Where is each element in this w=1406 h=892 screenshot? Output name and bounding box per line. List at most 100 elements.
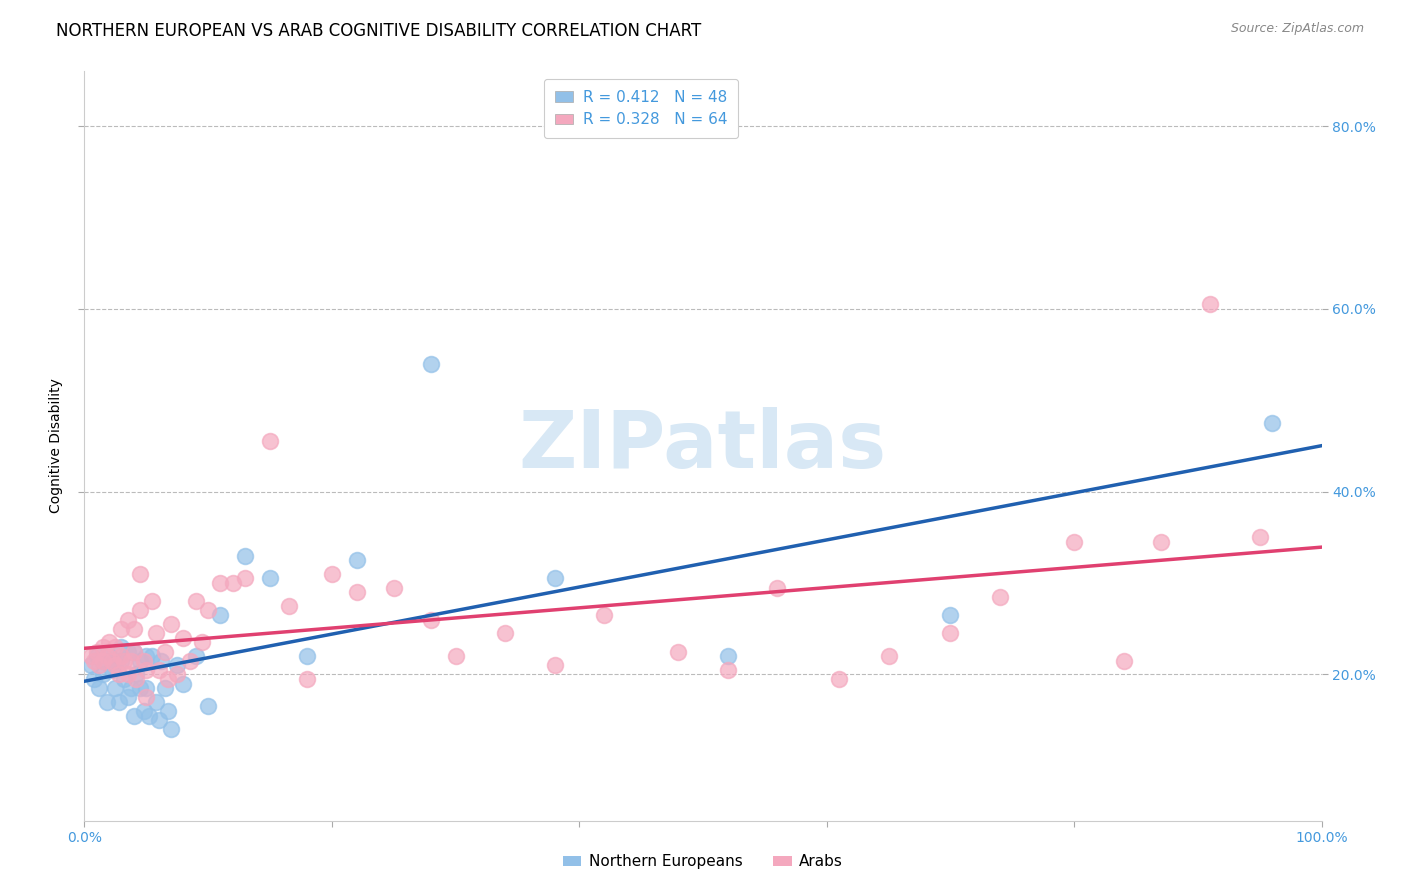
Point <box>145 695 167 709</box>
Point <box>104 681 127 695</box>
Point <box>98 649 121 664</box>
Point <box>157 704 180 718</box>
Point <box>543 658 565 673</box>
Point <box>259 434 281 449</box>
Point <box>125 672 148 686</box>
Point <box>104 654 127 668</box>
Point <box>104 658 127 673</box>
Point <box>160 723 183 737</box>
Point <box>110 622 132 636</box>
Point <box>259 572 281 586</box>
Point <box>1112 654 1135 668</box>
Point <box>91 654 114 668</box>
Point <box>129 566 152 581</box>
Point <box>666 644 689 658</box>
Point <box>717 649 740 664</box>
Point <box>179 654 201 668</box>
Point <box>191 635 214 649</box>
Point <box>277 599 299 613</box>
Point <box>110 649 132 664</box>
Point <box>160 617 183 632</box>
Point <box>100 654 122 668</box>
Point <box>828 672 851 686</box>
Point <box>129 654 152 668</box>
Point <box>295 672 318 686</box>
Point <box>166 667 188 681</box>
Point <box>122 644 145 658</box>
Point <box>166 658 188 673</box>
Point <box>222 576 245 591</box>
Point <box>83 672 105 686</box>
Point <box>117 667 139 681</box>
Legend: R = 0.412   N = 48, R = 0.328   N = 64: R = 0.412 N = 48, R = 0.328 N = 64 <box>544 79 738 138</box>
Point <box>877 649 900 664</box>
Point <box>135 690 157 705</box>
Point <box>89 681 111 695</box>
Point <box>79 649 101 664</box>
Point <box>135 681 157 695</box>
Point <box>141 649 163 664</box>
Text: ZIPatlas: ZIPatlas <box>519 407 887 485</box>
Point <box>148 713 170 727</box>
Point <box>122 708 145 723</box>
Legend: Northern Europeans, Arabs: Northern Europeans, Arabs <box>557 848 849 875</box>
Point <box>110 654 132 668</box>
Point <box>494 626 516 640</box>
Point <box>91 654 114 668</box>
Point <box>96 649 118 664</box>
Point <box>108 695 131 709</box>
Point <box>1199 297 1222 311</box>
Point <box>98 635 121 649</box>
Point <box>145 626 167 640</box>
Point <box>197 699 219 714</box>
Point <box>172 676 194 690</box>
Point <box>184 594 207 608</box>
Point <box>132 704 155 718</box>
Point <box>129 681 152 695</box>
Point <box>141 594 163 608</box>
Point <box>209 608 232 623</box>
Point <box>132 654 155 668</box>
Point <box>122 622 145 636</box>
Point <box>108 667 131 681</box>
Point <box>988 590 1011 604</box>
Point <box>939 608 962 623</box>
Point <box>86 644 108 658</box>
Point <box>197 603 219 617</box>
Point <box>79 658 101 673</box>
Point <box>117 613 139 627</box>
Point <box>117 644 139 658</box>
Point <box>135 663 157 677</box>
Point <box>89 658 111 673</box>
Point <box>110 640 132 654</box>
Point <box>138 708 160 723</box>
Point <box>172 631 194 645</box>
Point <box>120 681 142 695</box>
Point <box>1150 535 1173 549</box>
Point <box>1063 535 1085 549</box>
Point <box>346 553 368 567</box>
Point <box>91 640 114 654</box>
Point <box>184 649 207 664</box>
Point <box>157 672 180 686</box>
Point <box>122 644 145 658</box>
Point <box>419 357 441 371</box>
Point <box>766 581 789 595</box>
Point <box>150 654 173 668</box>
Point <box>86 649 108 664</box>
Point <box>148 663 170 677</box>
Point <box>100 663 122 677</box>
Point <box>112 654 135 668</box>
Point <box>1261 416 1284 430</box>
Point <box>153 681 176 695</box>
Point <box>295 649 318 664</box>
Text: Source: ZipAtlas.com: Source: ZipAtlas.com <box>1230 22 1364 36</box>
Text: NORTHERN EUROPEAN VS ARAB COGNITIVE DISABILITY CORRELATION CHART: NORTHERN EUROPEAN VS ARAB COGNITIVE DISA… <box>56 22 702 40</box>
Point <box>129 603 152 617</box>
Point <box>135 649 157 664</box>
Point <box>382 581 405 595</box>
Point <box>233 572 256 586</box>
Point <box>104 640 127 654</box>
Point <box>233 549 256 563</box>
Y-axis label: Cognitive Disability: Cognitive Disability <box>49 378 63 514</box>
